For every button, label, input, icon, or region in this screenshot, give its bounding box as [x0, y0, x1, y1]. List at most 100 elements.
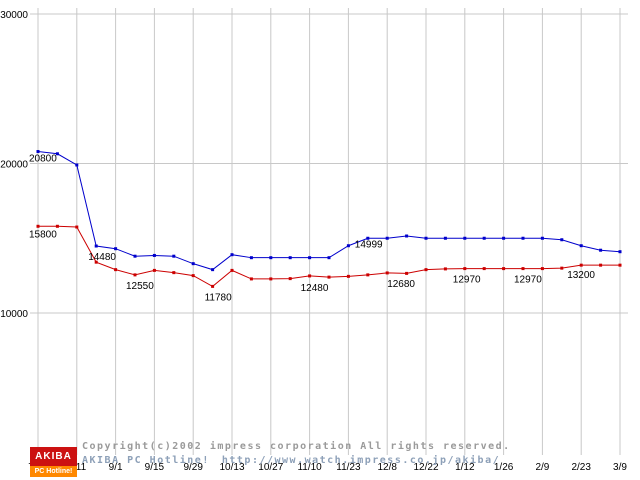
data-point-blue — [482, 236, 486, 240]
data-point-blue — [366, 236, 370, 240]
data-point-red — [579, 263, 583, 267]
akiba-logo: AKIBA PC Hotline! — [30, 447, 77, 477]
data-point-blue — [133, 254, 137, 258]
y-axis-label: 20000 — [0, 160, 28, 171]
x-axis-label: 10/27 — [258, 462, 283, 473]
data-point-blue — [211, 268, 215, 272]
data-point-blue — [114, 247, 118, 251]
value-annotation: 12680 — [387, 279, 415, 290]
series-line-blue — [37, 151, 621, 271]
data-point-red — [502, 267, 506, 271]
value-annotation: 12970 — [453, 275, 481, 286]
data-point-red — [482, 267, 486, 271]
data-point-blue — [463, 236, 467, 240]
data-point-blue — [249, 256, 253, 260]
x-axis-label: 9/1 — [109, 462, 123, 473]
data-point-red — [618, 263, 622, 267]
value-annotation: 14480 — [88, 252, 116, 263]
value-annotation: 12480 — [301, 283, 329, 294]
site-url-text: http://www.watch.impress.co.jp/akiba/ — [221, 455, 501, 466]
data-point-blue — [521, 236, 525, 240]
data-point-red — [269, 277, 273, 281]
data-point-red — [94, 260, 98, 264]
x-axis-label: 8/11 — [67, 462, 86, 473]
data-point-red — [75, 225, 79, 229]
data-point-red — [36, 224, 40, 228]
data-point-red — [405, 271, 409, 275]
data-point-blue — [599, 248, 603, 252]
data-point-red — [133, 273, 137, 277]
data-point-blue — [540, 236, 544, 240]
x-axis-label: 3/9 — [613, 462, 627, 473]
data-point-blue — [327, 256, 331, 260]
x-axis-label: 2/9 — [535, 462, 549, 473]
data-point-red — [114, 268, 118, 272]
data-point-red — [288, 277, 292, 281]
x-axis-label: 1/26 — [494, 462, 514, 473]
data-point-blue — [55, 152, 59, 156]
x-axis-label: 11/10 — [297, 462, 322, 473]
value-annotation: 11780 — [205, 292, 233, 303]
value-annotation: 15800 — [29, 229, 57, 240]
value-annotation: 20800 — [29, 154, 57, 165]
data-point-blue — [75, 163, 79, 167]
data-point-blue — [618, 250, 622, 254]
data-point-blue — [269, 256, 273, 260]
value-annotation: 14999 — [355, 239, 383, 250]
data-point-red — [308, 274, 312, 278]
logo-pchotline-text: PC Hotline! — [30, 466, 77, 477]
data-point-red — [327, 275, 331, 279]
data-point-blue — [385, 236, 389, 240]
x-axis-label: 9/15 — [145, 462, 165, 473]
data-point-red — [443, 267, 447, 271]
data-point-red — [152, 268, 156, 272]
x-axis-label: 10/13 — [219, 462, 244, 473]
data-point-blue — [443, 236, 447, 240]
x-axis-label: 12/22 — [413, 462, 438, 473]
data-point-blue — [288, 256, 292, 260]
x-axis-label: 12/8 — [377, 462, 397, 473]
data-point-blue — [579, 244, 583, 248]
data-point-red — [230, 268, 234, 272]
x-axis-label: 9/29 — [183, 462, 203, 473]
data-point-red — [249, 277, 253, 281]
data-point-red — [346, 274, 350, 278]
data-point-blue — [308, 256, 312, 260]
data-point-red — [211, 284, 215, 288]
data-point-red — [366, 273, 370, 277]
value-annotation: 13200 — [567, 270, 595, 281]
data-point-blue — [424, 236, 428, 240]
x-axis-label: 1/12 — [455, 462, 475, 473]
data-point-blue — [346, 244, 350, 248]
data-point-blue — [502, 236, 506, 240]
copyright-text: Copyright(c)2002 impress corporation All… — [82, 441, 511, 452]
site-line: AKIBA PC Hotline! http://www.watch.impres… — [82, 455, 500, 467]
data-point-red — [424, 268, 428, 272]
data-point-red — [55, 224, 59, 228]
y-axis-label: 30000 — [0, 10, 28, 21]
y-axis-label: 10000 — [0, 309, 28, 320]
data-point-blue — [405, 234, 409, 238]
data-point-red — [521, 267, 525, 271]
data-point-red — [463, 267, 467, 271]
data-point-red — [599, 263, 603, 267]
data-point-red — [191, 274, 195, 278]
data-point-blue — [94, 244, 98, 248]
data-point-red — [172, 271, 176, 275]
x-axis-label: 11/23 — [336, 462, 361, 473]
data-point-red — [560, 266, 564, 270]
data-point-blue — [36, 150, 40, 154]
value-annotation: 12970 — [514, 275, 542, 286]
logo-akiba-text: AKIBA — [30, 447, 77, 466]
site-name-text: AKIBA PC Hotline! — [82, 455, 210, 466]
data-point-blue — [560, 238, 564, 242]
data-point-blue — [191, 262, 195, 266]
data-point-red — [385, 271, 389, 275]
x-axis-label: 2/23 — [571, 462, 591, 473]
value-annotation: 12550 — [126, 281, 154, 292]
data-point-red — [540, 267, 544, 271]
data-point-blue — [230, 253, 234, 257]
data-point-blue — [152, 253, 156, 257]
